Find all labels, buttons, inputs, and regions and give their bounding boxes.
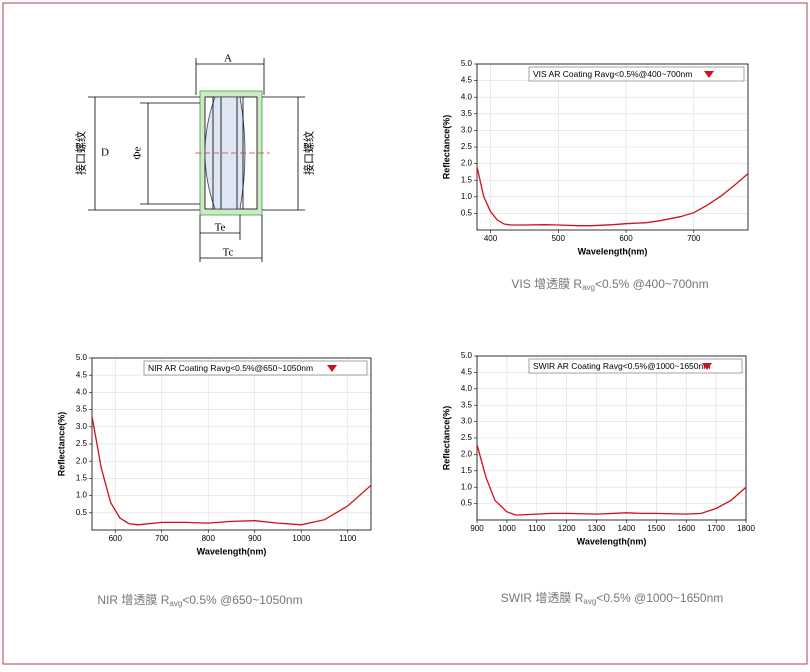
y-axis-label: Reflectance(%): [441, 115, 451, 180]
x-tick-label: 1800: [737, 524, 755, 533]
y-tick-label: 1.5: [461, 175, 473, 184]
caption: NIR 增透膜 Ravg<0.5% @650~1050nm: [97, 593, 302, 608]
y-tick-label: 4.5: [461, 76, 473, 85]
x-tick-label: 700: [155, 534, 169, 543]
plot-frame: [476, 63, 749, 231]
dimension-phi-e: Φe: [132, 146, 144, 159]
dimension-a: A: [224, 53, 232, 65]
y-tick-label: 1.5: [461, 466, 473, 475]
y-tick-label: 4.0: [76, 388, 88, 397]
y-tick-label: 3.0: [461, 417, 473, 426]
x-tick-label: 1700: [707, 524, 725, 533]
y-tick-label: 2.0: [461, 450, 473, 459]
y-tick-label: 4.0: [461, 384, 473, 393]
dimension-d: D: [101, 147, 109, 159]
y-tick-label: 3.5: [76, 405, 88, 414]
x-tick-label: 800: [202, 534, 216, 543]
logo: [702, 363, 712, 370]
y-tick-label: 5.0: [76, 353, 88, 362]
caption-text: <0.5% @650~1050nm: [182, 593, 302, 607]
caption-text: <0.5% @1000~1650nm: [596, 591, 723, 605]
y-tick-label: 3.0: [76, 422, 88, 431]
y-tick-label: 2.0: [76, 456, 88, 465]
x-axis-label: Wavelength(nm): [577, 536, 647, 546]
caption-text: NIR 增透膜 R: [97, 593, 169, 607]
x-tick-label: 600: [109, 534, 123, 543]
y-tick-label: 1.0: [461, 192, 473, 201]
y-tick-label: 3.0: [461, 126, 473, 135]
x-tick-label: 1400: [618, 524, 636, 533]
caption-subscript: avg: [582, 283, 595, 292]
caption-subscript: avg: [169, 599, 182, 608]
y-tick-label: 0.5: [461, 499, 473, 508]
thread-label: 接口螺纹: [74, 131, 88, 175]
chart-title: SWIR AR Coating Ravg<0.5%@1000~1650nm: [533, 361, 710, 371]
x-tick-label: 500: [552, 234, 566, 243]
caption-text: SWIR 增透膜 R: [501, 591, 584, 605]
y-tick-label: 5.0: [461, 351, 473, 360]
thread-label: 接口螺纹: [302, 131, 316, 175]
caption: VIS 增透膜 Ravg<0.5% @400~700nm: [511, 277, 708, 292]
chart-title: NIR AR Coating Ravg<0.5%@650~1050nm: [148, 363, 313, 373]
y-tick-label: 0.5: [76, 508, 88, 517]
y-tick-label: 4.5: [461, 368, 473, 377]
plot-frame: [91, 357, 372, 531]
logo: [704, 71, 714, 78]
y-tick-label: 5.0: [461, 59, 473, 68]
dimension-te: Te: [215, 222, 226, 234]
caption-text: VIS 增透膜 R: [511, 277, 582, 291]
y-tick-label: 1.5: [76, 474, 88, 483]
x-tick-label: 1600: [677, 524, 695, 533]
x-tick-label: 1200: [558, 524, 576, 533]
data-line: [476, 444, 747, 516]
y-axis-label: Reflectance(%): [441, 406, 451, 471]
chart-title: VIS AR Coating Ravg<0.5%@400~700nm: [533, 69, 692, 79]
x-axis-label: Wavelength(nm): [578, 246, 648, 256]
y-tick-label: 1.0: [461, 482, 473, 491]
y-tick-label: 0.5: [461, 209, 473, 218]
y-tick-label: 2.5: [461, 142, 473, 151]
plot-frame: [476, 355, 747, 521]
y-tick-label: 3.5: [461, 109, 473, 118]
y-axis-label: Reflectance(%): [56, 412, 66, 477]
x-tick-label: 900: [470, 524, 484, 533]
x-tick-label: 900: [248, 534, 262, 543]
caption: SWIR 增透膜 Ravg<0.5% @1000~1650nm: [501, 591, 724, 606]
x-tick-label: 1100: [339, 534, 357, 543]
logo: [327, 365, 337, 372]
x-tick-label: 700: [687, 234, 701, 243]
title-box: [528, 66, 745, 82]
x-tick-label: 1300: [588, 524, 606, 533]
title-box: [143, 360, 368, 376]
y-tick-label: 3.5: [461, 400, 473, 409]
dimension-tc: Tc: [223, 247, 234, 259]
title-box: [528, 358, 743, 374]
y-tick-label: 2.5: [461, 433, 473, 442]
x-tick-label: 1500: [647, 524, 665, 533]
x-axis-label: Wavelength(nm): [197, 546, 267, 556]
caption-text: <0.5% @400~700nm: [595, 277, 709, 291]
y-tick-label: 1.0: [76, 491, 88, 500]
caption-subscript: avg: [583, 597, 596, 606]
x-tick-label: 1000: [292, 534, 310, 543]
data-line: [91, 416, 372, 526]
x-tick-label: 400: [484, 234, 498, 243]
y-tick-label: 4.5: [76, 370, 88, 379]
x-tick-label: 600: [619, 234, 633, 243]
y-tick-label: 4.0: [461, 92, 473, 101]
y-tick-label: 2.5: [76, 439, 88, 448]
y-tick-label: 2.0: [461, 159, 473, 168]
lens-diagram: [88, 58, 305, 262]
x-tick-label: 1000: [498, 524, 516, 533]
x-tick-label: 1100: [528, 524, 546, 533]
data-line: [476, 166, 749, 227]
